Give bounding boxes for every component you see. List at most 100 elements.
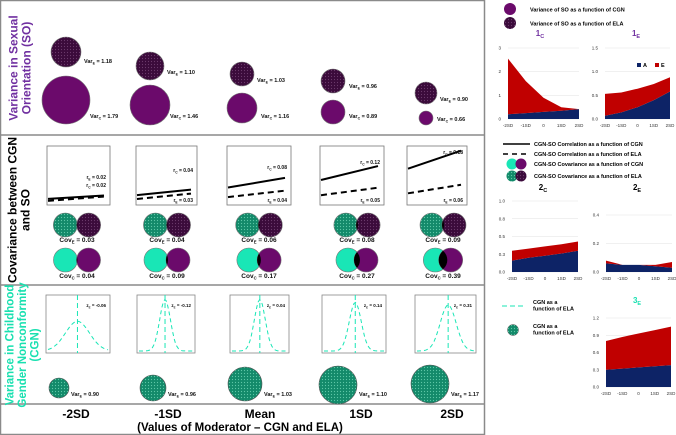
label-value: = 1.10 [178,70,195,76]
cgn-variance-circle [227,366,263,402]
label-base: Var [257,78,266,84]
x-tick-label: 1SD [649,123,659,128]
label-base: Var [349,114,358,120]
label-value: = 0.96 [360,84,377,90]
label-base: Var [170,114,179,120]
cov-e-label: CovE = 0.03 [59,237,95,245]
label-subscript: C [99,117,102,121]
legend-label: CGN as a [533,324,558,330]
label-subscript: E [352,240,355,245]
label-subscript: E [80,395,83,399]
covariance-venn-cgn [143,247,191,273]
covariance-venn-cgn [53,247,101,273]
cov-c-label: CovC = 0.39 [425,273,461,281]
chart-title-number: 2 [633,183,638,192]
cgn-variance-circle [139,374,167,402]
label-base: Cov [425,273,438,280]
ela-correlation-line [136,192,192,200]
x-tick-label: -2SD [600,123,611,128]
distribution-plot-box [136,294,196,354]
var-c-label: VarC = 1.46 [170,114,198,121]
area-chart-2C: 2C 0.0 0.3 0.5 0.8 1.0 -2SD -1SD 0 1SD 2SD [499,183,583,281]
var-e-label: VarE = 1.10 [167,70,195,77]
x-tick-label: -1SD [617,276,628,281]
r-c-label: rC = 0.12 [360,160,380,167]
chart-title: 2C [539,183,547,194]
label-base: Cov [241,273,254,280]
distribution-plot-box [45,294,111,354]
legend-ela-so-circle [504,17,516,29]
label-subscript: C [358,117,361,121]
cgn-variance-circle [318,365,358,405]
so-variance-ela-circle [320,68,346,94]
so-variance-ela-circle [229,61,255,87]
label-value: = 0.96 [179,392,196,398]
label-base: r [173,198,175,204]
label-base: z [267,303,270,308]
var-c-label: VarC = 0.66 [437,117,465,124]
label-base: Var [90,114,99,120]
area-series-E [606,260,672,268]
so-variance-cgn-circle [226,92,258,124]
row-label-covariance-line: Covariance between CGN [6,137,20,283]
label-subscript: E [362,201,365,205]
x-tick-label: 2SD [574,276,584,281]
legend-label: CGN as a [533,300,558,306]
label-subscript: E [89,306,91,310]
x-tick-label: 0 [637,391,640,396]
label-subscript: E [445,201,448,205]
cgn-correlation-line [320,165,379,181]
label-subscript: E [366,306,368,310]
y-tick-label: 0 [498,117,501,122]
var-e-label: VarE = 1.03 [264,392,292,399]
legend-label: CGN-SO Correlation as a function of ELA [534,152,642,158]
y-tick-label: 0.9 [593,333,600,338]
venn-so-circle [165,247,191,273]
var-e-label: VarE = 1.03 [257,78,285,85]
y-tick-label: 1.2 [593,316,600,321]
area-chart-3E: 3E 0.0 0.3 0.6 0.9 1.2 -2SD -1SD 0 1SD 2SD [593,296,676,396]
label-value: = 0.18 [448,150,464,156]
so-variance-ela-circle [414,81,438,105]
area-series-E [508,58,579,115]
label-base: Var [359,392,368,398]
covariance-venn-cgn [236,247,282,273]
label-value: = 0.04 [271,303,285,308]
venn-overlap [438,248,448,272]
var-c-label: VarC = 0.89 [349,114,377,121]
label-base: Var [167,70,176,76]
label-value: = -0.06 [91,303,107,308]
z-e-label: zE = 0.04 [267,303,286,310]
cgn-variance-circle [48,377,70,399]
label-base: z [364,303,367,308]
label-value: = 0.09 [165,273,185,280]
legend-label: CGN-SO Correlation as a function of CGN [534,142,643,148]
r-c-label: rC = 0.08 [267,165,287,172]
area-series-A [605,91,670,119]
label-base: Cov [59,273,72,280]
y-tick-label: 2 [498,69,501,74]
var-c-label: VarC = 1.79 [90,114,118,121]
label-value: = 0.66 [448,117,465,123]
row-label-covariance: Covariance between CGN and SO [6,137,33,283]
so-variance-cgn-circle [320,99,346,125]
label-subscript: E [368,395,371,399]
cgn-distribution-curve [139,299,193,352]
label-subscript: E [266,81,269,85]
x-tick-label: 2SD [667,391,676,396]
label-value: = 0.89 [360,114,377,120]
label-subscript: E [88,178,91,182]
distribution-plot-box [414,294,477,354]
x-tick-label: 0 [636,123,639,128]
area-series-E [606,326,671,370]
label-subscript: C [362,163,365,167]
label-base: r [267,165,269,171]
legend-venn-ela-circle [515,170,527,182]
r-c-label: rC = 0.18 [443,150,463,157]
y-tick-label: 0.5 [592,93,599,98]
label-value: = 1.17 [462,392,479,398]
y-tick-label: 0.4 [593,213,600,218]
covariance-venn-cgn [335,247,379,273]
label-value: = 0.06 [448,198,464,204]
